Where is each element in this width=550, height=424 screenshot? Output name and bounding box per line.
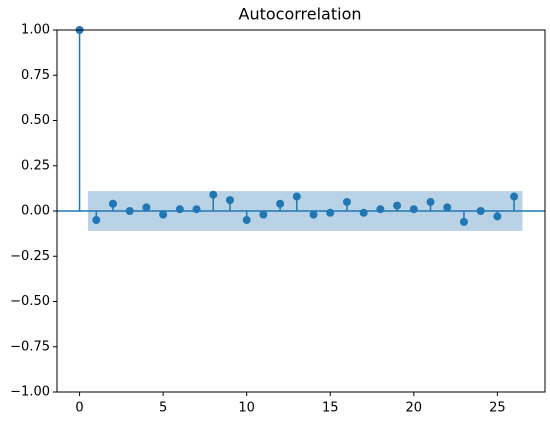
stem-marker bbox=[92, 216, 101, 225]
stem-marker bbox=[175, 205, 184, 214]
y-tick-label: −1.00 bbox=[10, 385, 50, 400]
x-tick-label: 5 bbox=[159, 401, 167, 416]
stem-marker bbox=[192, 205, 201, 214]
y-tick-label: −0.50 bbox=[10, 294, 50, 309]
stem-marker bbox=[142, 203, 151, 212]
stem-marker bbox=[459, 217, 468, 226]
stem-marker bbox=[476, 207, 485, 215]
stem-marker bbox=[426, 197, 435, 206]
y-tick-label: −0.25 bbox=[10, 249, 50, 264]
y-tick-label: 0.50 bbox=[21, 113, 50, 128]
stem-marker bbox=[326, 208, 335, 217]
stem-marker bbox=[309, 210, 318, 219]
x-tick-label: 25 bbox=[489, 401, 506, 416]
x-tick-label: 15 bbox=[322, 401, 339, 416]
chart-title: Autocorrelation bbox=[239, 5, 362, 24]
stem-marker bbox=[443, 203, 452, 212]
plot-frame bbox=[56, 29, 546, 393]
x-tick-label: 10 bbox=[238, 401, 255, 416]
y-tick-label: 0.75 bbox=[21, 68, 50, 83]
stem-marker bbox=[276, 199, 285, 208]
stem-marker bbox=[342, 197, 351, 206]
stem-marker bbox=[242, 216, 251, 225]
stem-marker bbox=[125, 207, 134, 215]
stem-marker bbox=[209, 190, 218, 199]
y-tick-label: −0.75 bbox=[10, 339, 50, 354]
stem-marker bbox=[225, 196, 234, 205]
stem-marker bbox=[510, 192, 519, 201]
stem-marker bbox=[259, 210, 268, 219]
stem-marker bbox=[292, 192, 301, 201]
stem-marker bbox=[393, 201, 402, 210]
stem-marker bbox=[108, 199, 117, 208]
x-tick-label: 20 bbox=[406, 401, 423, 416]
x-tick-label: 0 bbox=[75, 401, 83, 416]
stem-marker bbox=[376, 205, 385, 214]
stem-marker bbox=[409, 205, 418, 214]
y-tick-label: 0.25 bbox=[21, 158, 50, 173]
stem-marker bbox=[159, 210, 168, 219]
stem-marker bbox=[493, 212, 502, 221]
y-tick-label: 0.00 bbox=[21, 204, 50, 219]
y-tick-label: 1.00 bbox=[21, 23, 50, 38]
stem-marker bbox=[359, 208, 368, 217]
